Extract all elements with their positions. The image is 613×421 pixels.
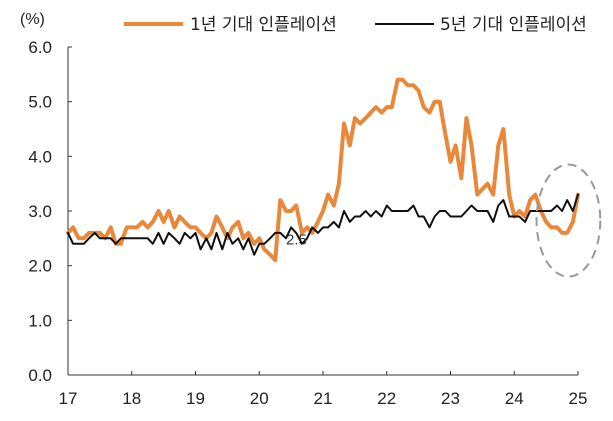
x-tick-label: 17 [59,389,78,408]
y-unit-label: (%) [20,11,45,28]
highlight-ellipse [535,163,602,278]
x-tick-label: 19 [186,389,205,408]
y-tick-label: 1.0 [28,311,52,330]
y-tick-label: 6.0 [28,38,52,57]
annotation-label: 2.5 [286,231,307,248]
series-line-1y [66,77,580,263]
x-tick-label: 24 [505,389,524,408]
x-tick-label: 21 [314,389,333,408]
series-lines [66,77,580,263]
y-tick-label: 4.0 [28,147,52,166]
x-tick-label: 25 [569,389,588,408]
legend-label-5y: 5년 기대 인플레이션 [440,15,587,35]
y-tick-label: 2.0 [28,257,52,276]
legend: 1년 기대 인플레이션 5년 기대 인플레이션 [124,15,587,35]
axes [67,46,579,376]
y-tick-label: 0.0 [28,366,52,385]
x-tick-label: 20 [250,389,269,408]
x-tick-labels: 17 18 19 20 21 22 23 24 25 [59,389,588,408]
x-tick-label: 18 [122,389,141,408]
y-tick-labels: 0.0 1.0 2.0 3.0 4.0 5.0 6.0 [28,38,52,385]
series-line-5y [67,193,579,256]
x-tick-label: 23 [441,389,460,408]
legend-label-1y: 1년 기대 인플레이션 [190,15,337,35]
y-tick-label: 3.0 [28,202,52,221]
y-tick-label: 5.0 [28,93,52,112]
x-tick-label: 22 [377,389,396,408]
highlight-dashed-ellipse [535,163,602,278]
